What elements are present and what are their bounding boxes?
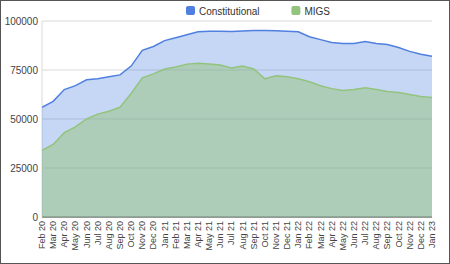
y-tick-label: 0 bbox=[32, 212, 38, 223]
frame bbox=[1, 1, 450, 264]
x-tick-label: Jan 21 bbox=[160, 221, 170, 248]
area-line bbox=[42, 63, 432, 150]
x-tick-label: Jun 20 bbox=[82, 221, 92, 248]
plot-area bbox=[42, 30, 432, 217]
area-fill bbox=[42, 30, 432, 217]
x-tick-label: Oct 22 bbox=[394, 221, 404, 248]
x-tick-label: May 20 bbox=[70, 221, 80, 251]
x-tick-label: Aug 20 bbox=[104, 221, 114, 250]
x-tick-label: Jul 21 bbox=[226, 221, 236, 245]
chart-container: 0 25000 50000 75000 100000 Feb 20Mar 20Apr 20… bbox=[0, 0, 450, 264]
x-tick-label: Oct 21 bbox=[260, 221, 270, 248]
grid-line bbox=[42, 21, 432, 22]
x-tick-label: Apr 22 bbox=[327, 221, 337, 248]
legend-marker bbox=[186, 6, 195, 15]
x-tick-label: Jan 23 bbox=[427, 221, 437, 248]
x-tick-label: May 22 bbox=[338, 221, 348, 251]
area-fill bbox=[42, 63, 432, 217]
legend-label: Constitutional bbox=[199, 6, 260, 17]
x-tick-label: Nov 21 bbox=[271, 221, 281, 250]
x-tick-label: Nov 20 bbox=[137, 221, 147, 250]
x-tick-label: Feb 22 bbox=[304, 221, 314, 249]
chart-svg: 0 25000 50000 75000 100000 Feb 20Mar 20Apr 20… bbox=[0, 0, 450, 264]
x-tick-label: Feb 20 bbox=[37, 221, 47, 249]
x-tick-label: Dec 20 bbox=[148, 221, 158, 250]
y-tick-label: 75000 bbox=[10, 65, 38, 76]
x-tick-label: Apr 20 bbox=[59, 221, 69, 248]
x-tick-label: Jul 22 bbox=[360, 221, 370, 245]
y-tick-label: 100000 bbox=[5, 16, 39, 27]
legend-label: MIGS bbox=[304, 6, 330, 17]
x-tick-label: Jul 20 bbox=[93, 221, 103, 245]
x-tick-label: Mar 22 bbox=[316, 221, 326, 249]
x-tick-label: Dec 21 bbox=[282, 221, 292, 250]
legend-marker bbox=[291, 6, 300, 15]
x-tick-label: Jun 22 bbox=[349, 221, 359, 248]
x-tick-label: Feb 21 bbox=[171, 221, 181, 249]
x-tick-label: Aug 21 bbox=[238, 221, 248, 250]
x-tick-label: Sep 21 bbox=[249, 221, 259, 250]
x-tick-label: Mar 21 bbox=[182, 221, 192, 249]
x-tick-label: Jun 21 bbox=[215, 221, 225, 248]
x-tick-label: Sep 20 bbox=[115, 221, 125, 250]
x-tick-label: Oct 20 bbox=[126, 221, 136, 248]
x-tick-label: Dec 22 bbox=[416, 221, 426, 250]
x-tick-label: Nov 22 bbox=[405, 221, 415, 250]
x-tick-label: Jan 22 bbox=[293, 221, 303, 248]
x-tick-label: May 21 bbox=[204, 221, 214, 251]
y-tick-label: 50000 bbox=[10, 114, 38, 125]
x-tick-label: Aug 22 bbox=[371, 221, 381, 250]
y-tick-label: 25000 bbox=[10, 163, 38, 174]
x-tick-label: Sep 22 bbox=[382, 221, 392, 250]
x-tick-label: Apr 21 bbox=[193, 221, 203, 248]
x-tick-label: Mar 20 bbox=[48, 221, 58, 249]
